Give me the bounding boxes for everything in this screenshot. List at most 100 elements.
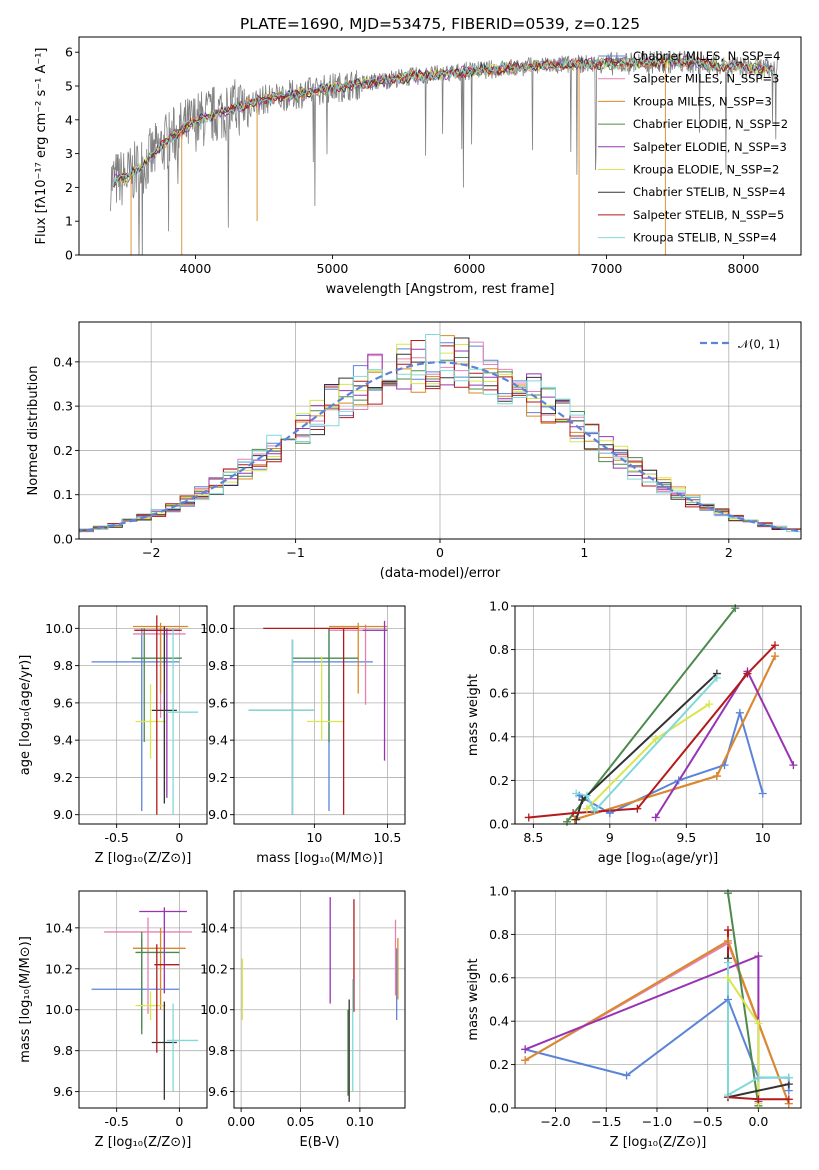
- y-tick-label: 9.6: [208, 695, 228, 710]
- data-point-marker: [784, 1095, 793, 1104]
- legend-label: Kroupa STELIB, N_SSP=4: [633, 231, 777, 245]
- axes-frame: [233, 605, 406, 825]
- x-tick-label: 0.10: [346, 1114, 374, 1129]
- y-tick-label: 0.8: [489, 927, 509, 942]
- y-tick-label: 0.4: [489, 729, 509, 744]
- x-tick-label: 0.0: [748, 1114, 768, 1129]
- panel-residuals: −2 −1 0 1 2 0.0 0.1 0.2 0.3 0.4 (data-model)/error…: [26, 321, 802, 581]
- axes-frame: [78, 36, 802, 256]
- x-tick-label: 10: [306, 830, 322, 845]
- x-axis-label: Z [log₁₀(Z/Z⊙)]: [610, 1135, 707, 1150]
- data-point-marker: [754, 1095, 763, 1104]
- x-axis-label: Z [log₁₀(Z/Z⊙)]: [95, 1135, 192, 1150]
- legend-label: Salpeter ELODIE, N_SSP=3: [633, 140, 787, 154]
- y-tick-label: 5: [65, 79, 73, 94]
- data-point-marker: [771, 641, 779, 650]
- x-tick-label: 0: [175, 830, 183, 845]
- x-tick-label: -0.5: [104, 830, 128, 845]
- legend-label: Kroupa ELODIE, N_SSP=2: [633, 163, 779, 177]
- y-tick-label: 0.3: [53, 399, 73, 414]
- x-tick-label: 0: [436, 545, 444, 560]
- x-tick-label: 10.5: [374, 830, 402, 845]
- x-tick-label: −1.5: [591, 1114, 621, 1129]
- y-tick-label: 9.8: [53, 658, 73, 673]
- axes-frame: [78, 890, 208, 1109]
- x-axis-label: age [log₁₀(age/yr)]: [598, 851, 719, 866]
- data-point-marker: [578, 796, 587, 805]
- data-point-marker: [633, 804, 642, 813]
- x-tick-label: −0.5: [693, 1114, 723, 1129]
- data-point-marker: [651, 734, 660, 743]
- y-tick-label: 1.0: [489, 884, 509, 899]
- y-tick-label: 1.0: [489, 599, 509, 614]
- data-point-marker: [723, 926, 732, 935]
- x-tick-label: -0.5: [104, 1114, 128, 1129]
- plot-area-weight-vs-Z: [515, 891, 801, 1108]
- x-tick-label: 7000: [591, 261, 623, 276]
- data-point-marker: [789, 761, 798, 770]
- data-point-marker: [754, 1019, 763, 1028]
- legend-label: Kroupa MILES, N_SSP=3: [633, 94, 772, 108]
- data-point-marker: [590, 806, 599, 815]
- panel-spectrum: 4000 5000 6000 7000 8000 0 1 2 3 4 5 6 wavelength [A…: [34, 36, 802, 297]
- y-tick-label: 0.4: [53, 354, 73, 369]
- model-line: [112, 55, 773, 187]
- y-tick-label: 4: [65, 112, 73, 127]
- y-tick-label: 10.2: [45, 961, 73, 976]
- data-point-marker: [605, 809, 614, 818]
- x-tick-label: 5000: [317, 261, 349, 276]
- legend-label: Chabrier STELIB, N_SSP=4: [633, 185, 785, 199]
- legend: Chabrier MILES, N_SSP=4 Salpeter MILES, N…: [598, 49, 788, 245]
- y-tick-label: 9.8: [208, 1043, 228, 1058]
- data-point-marker: [758, 789, 767, 798]
- x-tick-label: 4000: [180, 261, 212, 276]
- x-tick-label: 9.5: [676, 830, 696, 845]
- x-axis-label: E(B-V): [299, 1135, 339, 1150]
- axes-frame: [514, 605, 802, 825]
- y-tick-label: 10.0: [45, 621, 73, 636]
- y-tick-label: 0.6: [489, 970, 509, 985]
- data-point-marker: [622, 1071, 631, 1080]
- y-tick-label: 10.2: [200, 961, 228, 976]
- y-tick-label: 9.6: [53, 695, 73, 710]
- y-axis-label: Normed distribution: [26, 366, 41, 496]
- y-tick-label: 9.8: [208, 658, 228, 673]
- plot-area-spectrum: [110, 50, 778, 255]
- panel-weight-vs-Z: −2.0 −1.5 −1.0 −0.5 0.0 0.0 0.2 0.4 0.6 0.8 1.0 Z […: [466, 884, 802, 1150]
- x-axis-label: Z [log₁₀(Z/Z⊙)]: [95, 851, 192, 866]
- axes-frame: [233, 890, 406, 1109]
- data-point-marker: [723, 1090, 732, 1099]
- data-point-marker: [521, 1045, 530, 1054]
- x-tick-label: 0.00: [227, 1114, 255, 1129]
- weight-line: [575, 677, 718, 813]
- y-tick-label: 10.0: [200, 621, 228, 636]
- data-point-marker: [572, 789, 581, 798]
- y-tick-label: 0.2: [489, 1057, 509, 1072]
- y-tick-label: 9.6: [53, 1084, 73, 1099]
- y-tick-label: 10.4: [45, 920, 73, 935]
- data-point-marker: [754, 1073, 763, 1082]
- y-axis-label: mass weight: [466, 674, 481, 756]
- x-tick-label: 0: [175, 1114, 183, 1129]
- y-tick-label: 9.2: [53, 770, 73, 785]
- x-axis-label: mass [log₁₀(M/M⊙)]: [256, 851, 383, 866]
- y-axis-label: mass weight: [466, 958, 481, 1040]
- y-tick-label: 9.0: [208, 807, 228, 822]
- x-tick-label: −1: [286, 545, 304, 560]
- x-tick-label: 1: [580, 545, 588, 560]
- data-point-marker: [754, 952, 763, 961]
- axes-frame: [78, 321, 802, 540]
- y-tick-label: 2: [65, 180, 73, 195]
- figure-title: PLATE=1690, MJD=53475, FIBERID=0539, z=0…: [240, 15, 640, 33]
- y-tick-label: 10.0: [200, 1002, 228, 1017]
- y-tick-label: 9.0: [53, 807, 73, 822]
- x-tick-label: −2: [142, 545, 160, 560]
- y-tick-label: 0.0: [53, 532, 73, 547]
- data-point-marker: [651, 813, 660, 822]
- data-point-marker: [572, 815, 581, 824]
- y-tick-label: 9.4: [208, 733, 228, 748]
- plot-area-age-vs-mass: [234, 606, 405, 824]
- data-point-marker: [582, 791, 591, 800]
- y-tick-label: 1: [65, 214, 73, 229]
